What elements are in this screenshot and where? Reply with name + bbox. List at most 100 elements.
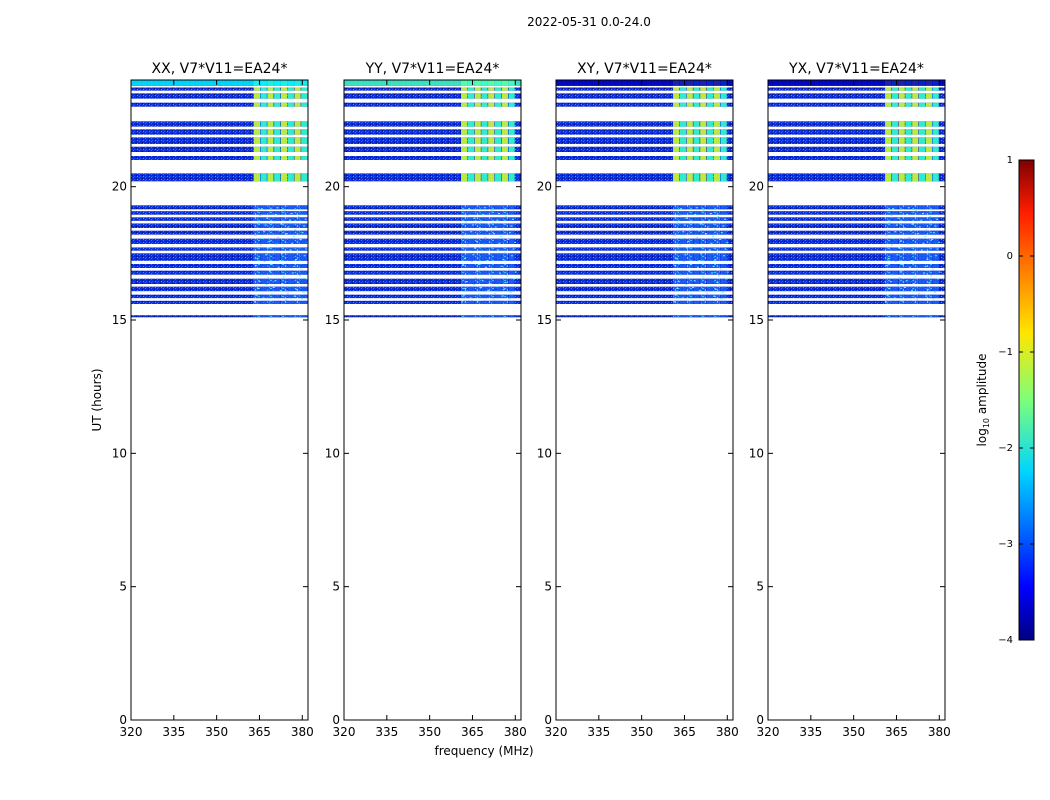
rfi-column [461,173,468,182]
rfi-column [274,230,281,235]
signal-speck [285,233,288,235]
rfi-column [481,264,488,268]
rfi-column [912,270,919,275]
signal-speck [674,264,677,266]
rfi-column [693,137,700,144]
rfi-column [686,93,693,99]
rfi-column [700,238,707,244]
rfi-column [274,102,281,107]
data-band [344,264,521,268]
signal-speck [906,243,909,245]
rfi-column [267,146,274,152]
x-tick-label: 380 [291,725,314,739]
colorbar-label-sub: 10 [982,418,991,428]
signal-speck [280,253,283,255]
rfi-column [898,129,905,135]
rfi-column [508,146,515,152]
data-band [556,121,733,127]
rfi-column [686,102,693,107]
data-band [768,129,945,135]
signal-speck [500,265,503,267]
rfi-column [260,211,267,215]
signal-speck [896,284,899,286]
rfi-column [508,217,515,221]
rfi-column [301,264,308,268]
rfi-column [706,315,714,318]
signal-speck [685,217,688,219]
rfi-column [905,230,912,235]
rfi-column [693,247,700,251]
signal-speck [508,232,511,234]
rfi-column [925,300,932,304]
rfi-column [267,294,274,299]
rfi-column [267,286,274,292]
rfi-column [481,217,488,221]
rfi-column [287,93,294,99]
x-tick-label: 335 [587,725,610,739]
rfi-column [925,93,932,99]
rfi-column [686,286,693,292]
rfi-column [925,315,932,318]
rfi-column [301,315,308,318]
rfi-column [918,223,926,228]
data-band [768,211,945,215]
rfi-column [885,253,892,261]
signal-speck [268,270,271,272]
data-band [556,173,733,182]
rfi-column [287,211,294,215]
rfi-column [294,315,301,318]
rfi-column [912,315,919,318]
signal-speck [274,280,277,282]
signal-speck [269,300,272,302]
rfi-column [267,173,274,182]
signal-speck [925,229,928,231]
rfi-column [713,121,720,127]
rfi-column [253,137,260,144]
data-band [556,270,733,275]
rfi-column [280,211,288,215]
signal-speck [710,242,713,244]
rfi-column [274,294,281,299]
signal-speck [720,298,723,300]
signal-speck [484,266,487,268]
signal-speck [475,240,478,242]
signal-speck [705,233,708,235]
rfi-column [474,205,481,210]
rfi-column [673,230,680,235]
rfi-column [700,270,707,275]
signal-speck [892,237,895,239]
signal-speck [513,278,516,280]
rfi-column [905,294,912,299]
signal-speck [280,223,283,225]
panel-background [344,80,521,720]
signal-speck [714,259,717,261]
rfi-column [925,238,932,244]
signal-speck [270,263,273,265]
data-band [131,270,308,275]
rfi-column [898,146,905,152]
signal-speck [508,298,511,300]
rfi-column [713,146,720,152]
rfi-column [918,238,926,244]
signal-speck [257,287,260,289]
signal-speck [911,223,914,225]
colorbar-tick-label: 1 [1007,155,1013,166]
signal-speck [303,225,306,227]
data-band [556,137,733,144]
rfi-column [474,247,481,251]
signal-speck [926,288,929,290]
rfi-column [287,264,294,268]
rfi-column [274,253,281,261]
rfi-column [474,278,481,284]
rfi-column [287,156,294,160]
signal-speck [294,259,297,261]
rfi-column [253,102,260,107]
panel-title: XX, V7*V11=EA24* [152,61,288,77]
data-band [131,102,308,107]
signal-speck [687,240,690,242]
rfi-column [713,264,720,268]
signal-speck [904,220,907,222]
rfi-column [679,264,687,268]
rfi-column [267,205,274,210]
rfi-column [679,137,687,144]
